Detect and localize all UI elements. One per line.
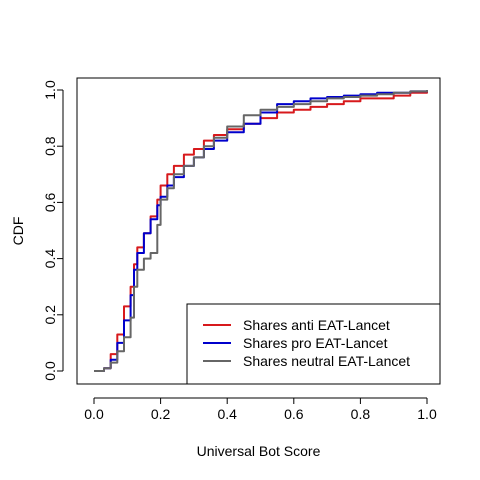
- y-tick-label: 0.2: [42, 305, 58, 325]
- axes: 0.0 0.2 0.4 0.6 0.8 1.0 0.0 0.2 0.4 0.6 0.8 1.0: [42, 77, 441, 422]
- y-tick-label: 0.0: [42, 361, 58, 381]
- x-tick-label: 0.4: [217, 406, 237, 422]
- y-axis-title: CDF: [10, 217, 26, 246]
- x-axis-title: Universal Bot Score: [197, 443, 321, 459]
- x-tick-label: 1.0: [417, 406, 437, 422]
- x-tick-label: 0.0: [84, 406, 104, 422]
- y-tick-label: 0.8: [42, 136, 58, 156]
- x-tick-label: 0.6: [284, 406, 304, 422]
- series-line-3: [94, 90, 428, 372]
- legend-label-3: Shares neutral EAT-Lancet: [243, 353, 410, 369]
- y-tick-label: 1.0: [42, 80, 58, 100]
- x-tick-label: 0.2: [151, 406, 171, 422]
- y-tick-label: 0.4: [42, 249, 58, 269]
- legend-label-1: Shares anti EAT-Lancet: [243, 317, 390, 333]
- y-tick-label: 0.6: [42, 192, 58, 212]
- plot-area: [94, 90, 428, 372]
- legend: Shares anti EAT-Lancet Shares pro EAT-Lan…: [186, 303, 441, 385]
- x-tick-label: 0.8: [351, 406, 371, 422]
- series-line-1: [94, 90, 428, 372]
- legend-label-2: Shares pro EAT-Lancet: [243, 335, 388, 351]
